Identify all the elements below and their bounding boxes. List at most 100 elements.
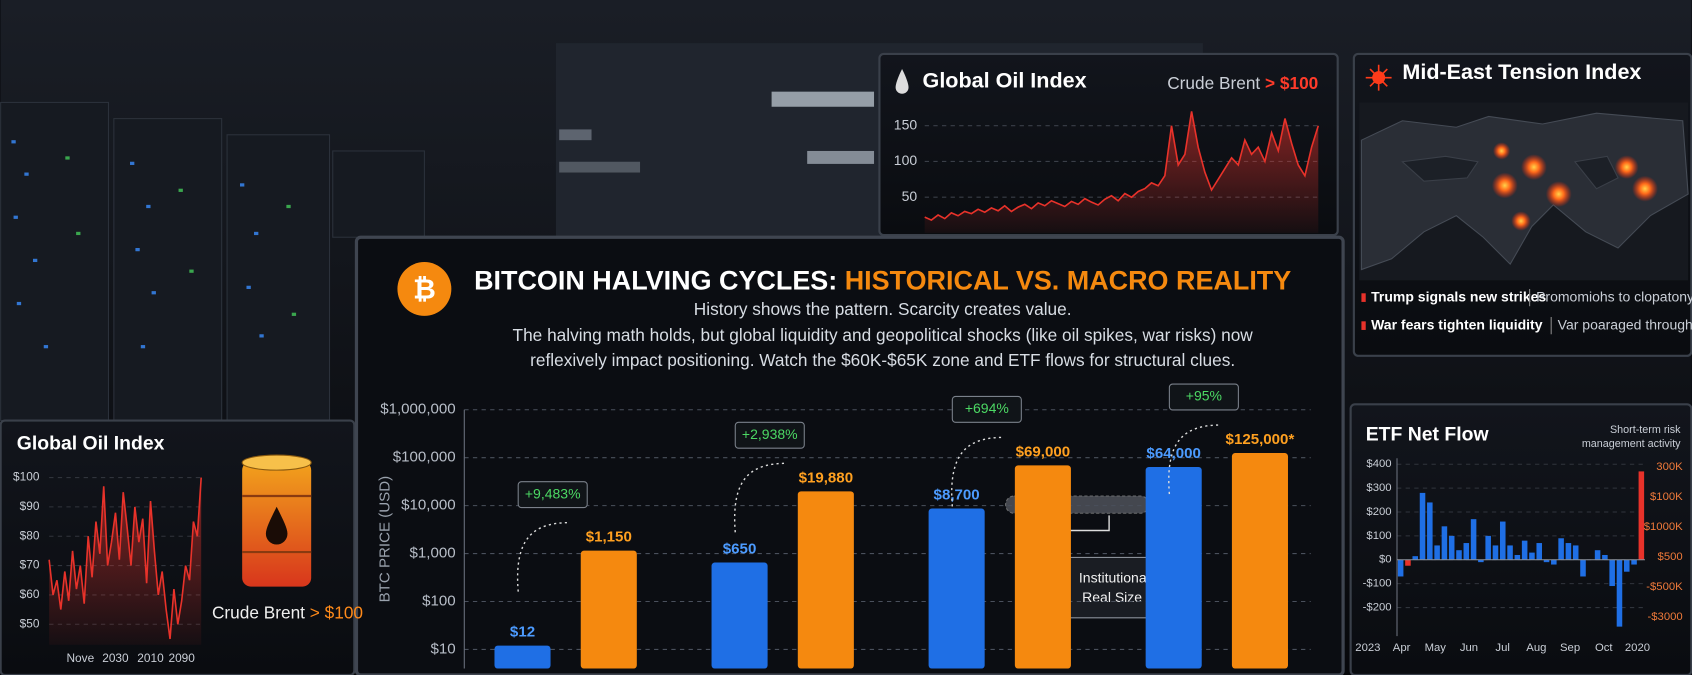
headline-bullet bbox=[1361, 321, 1366, 330]
x-tick-label: 2023 bbox=[1355, 642, 1380, 654]
y-tick-label: $0 bbox=[1379, 554, 1392, 566]
headline-detail: Promomiohs to clopatony bbox=[1536, 288, 1692, 304]
tension-icon bbox=[1365, 64, 1392, 91]
value-label: $19,880 bbox=[799, 469, 854, 486]
y-tick-label: 150 bbox=[894, 116, 918, 132]
ceiling-light bbox=[559, 129, 592, 141]
y-tick-label: $10 bbox=[430, 640, 455, 657]
y-tick-label: $100,000 bbox=[393, 449, 456, 466]
oil-barrel bbox=[241, 454, 312, 587]
headline-bullet bbox=[1361, 293, 1366, 302]
oil-drop-icon bbox=[895, 69, 909, 94]
ceiling-light bbox=[807, 150, 875, 164]
annotation: +9,483% bbox=[525, 485, 581, 501]
x-tick-label: Jun bbox=[1460, 642, 1478, 654]
title-part: HISTORICAL VS. MACRO REALITY bbox=[845, 266, 1292, 296]
line bbox=[924, 111, 1320, 222]
y-tick-label: $300 bbox=[1366, 482, 1391, 494]
bar bbox=[1558, 538, 1564, 560]
line-area bbox=[924, 111, 1319, 233]
bar bbox=[1485, 535, 1491, 560]
main-title: BITCOIN HALVING CYCLES: HISTORICAL VS. M… bbox=[474, 266, 1291, 296]
y-tick-label: 50 bbox=[902, 188, 918, 204]
x-tick-label: Oct bbox=[1595, 642, 1613, 654]
title-part: BITCOIN HALVING CYCLES: bbox=[474, 266, 845, 296]
bar bbox=[1478, 559, 1484, 563]
y-tick-label: $70 bbox=[20, 558, 40, 572]
bar bbox=[1456, 550, 1462, 560]
bitcoin-symbol: ₿ bbox=[413, 274, 436, 305]
y-tick-label: $100 bbox=[1366, 530, 1391, 542]
value-label: $69,000 bbox=[1016, 443, 1071, 460]
y-axis-label: BTC PRICE (USD) bbox=[377, 476, 394, 603]
x-tick-label: 2020 bbox=[1625, 642, 1650, 654]
bar bbox=[711, 562, 768, 669]
bar bbox=[1580, 559, 1586, 577]
headline-detail: Var poaraged through to mea bbox=[1558, 316, 1692, 332]
bar bbox=[1594, 550, 1601, 560]
bar bbox=[1551, 559, 1557, 565]
panel-title: Mid-East Tension Index bbox=[1402, 59, 1641, 84]
y-tick-label: $100 bbox=[13, 470, 40, 484]
y-tick-label: -$200 bbox=[1363, 602, 1392, 614]
y-tick-label: $60 bbox=[20, 587, 40, 601]
note: Crude Brent bbox=[1167, 73, 1265, 93]
x-tick-label: Sep bbox=[1560, 642, 1580, 654]
bar bbox=[797, 491, 854, 669]
y-tick-label: $100 bbox=[422, 592, 456, 609]
subtitle: History shows the pattern. Scarcity crea… bbox=[694, 299, 1072, 319]
bar bbox=[1602, 554, 1608, 560]
bar bbox=[1609, 559, 1615, 587]
ceiling-light bbox=[559, 161, 641, 173]
value-label: $8,700 bbox=[934, 487, 980, 504]
bar bbox=[1631, 559, 1637, 565]
y-tick-label: -$100 bbox=[1363, 578, 1392, 590]
annotation-box bbox=[734, 421, 805, 449]
x-tick-label: 2090 bbox=[169, 651, 196, 665]
panel-title: Global Oil Index bbox=[923, 68, 1087, 93]
panel-annotation: Short-term risk bbox=[1610, 424, 1681, 436]
bar bbox=[928, 508, 985, 669]
y2-tick-label: -$3000 bbox=[1648, 611, 1683, 623]
bar bbox=[1014, 465, 1071, 669]
bar bbox=[1565, 543, 1572, 560]
bar bbox=[1405, 559, 1411, 566]
y2-tick-label: -$500K bbox=[1646, 581, 1683, 593]
bar bbox=[1145, 466, 1202, 669]
bar bbox=[1623, 559, 1630, 572]
bar bbox=[494, 645, 551, 669]
bar bbox=[1543, 559, 1550, 563]
y-tick-label: $1,000 bbox=[410, 545, 456, 562]
y-tick-label: 100 bbox=[894, 152, 918, 168]
annotation-box bbox=[1168, 383, 1239, 411]
x-tick-label: 2030 bbox=[102, 651, 129, 665]
map bbox=[1359, 102, 1689, 281]
y-tick-label: $400 bbox=[1366, 458, 1391, 470]
bar bbox=[1616, 559, 1623, 627]
bar bbox=[1419, 492, 1426, 560]
subtitle: reflexively impact positioning. Watch th… bbox=[530, 350, 1235, 370]
panel-note: Crude Brent > $100 bbox=[1167, 73, 1318, 93]
bar bbox=[1529, 552, 1535, 560]
x-tick-label: Apr bbox=[1393, 642, 1411, 654]
x-tick-label: Nove bbox=[66, 651, 94, 665]
bar bbox=[1231, 453, 1288, 669]
y2-tick-label: 300K bbox=[1656, 461, 1683, 473]
bar bbox=[1412, 556, 1419, 560]
subtitle: The halving math holds, but global liqui… bbox=[513, 325, 1254, 345]
headline-title: War fears tighten liquidity bbox=[1371, 316, 1543, 332]
bar bbox=[580, 550, 637, 669]
bar bbox=[1427, 502, 1433, 560]
y-tick-label: $90 bbox=[20, 499, 40, 513]
line bbox=[48, 477, 202, 640]
bar bbox=[1434, 545, 1440, 560]
bar bbox=[1507, 545, 1513, 560]
note-highlight: > $100 bbox=[310, 602, 363, 622]
note: Crude Brent bbox=[212, 602, 310, 622]
y-tick-label: $200 bbox=[1366, 506, 1391, 518]
annotation: +95% bbox=[1186, 388, 1222, 404]
panel-title: ETF Net Flow bbox=[1366, 424, 1490, 446]
annotation-box bbox=[517, 481, 588, 509]
